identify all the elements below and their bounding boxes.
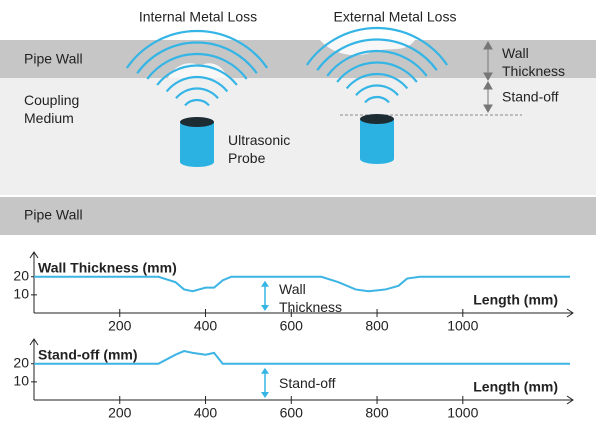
annotation: Wall Thickness — [279, 281, 343, 315]
axis-arrow — [566, 395, 574, 405]
dimension-label: Stand-off — [502, 89, 559, 105]
layer-label: Coupling Medium — [24, 92, 80, 126]
coupling-medium — [0, 78, 596, 195]
wave-arc — [355, 84, 399, 97]
heading: Internal Metal Loss — [139, 9, 257, 25]
layer-label: Pipe Wall — [24, 207, 83, 223]
wave-arc — [136, 41, 258, 74]
wave-arc — [184, 98, 210, 107]
y-tick-label: 10 — [13, 373, 29, 389]
chart-title: Stand-off (mm) — [38, 347, 138, 363]
x-tick-label: 400 — [194, 318, 218, 334]
wave-arc — [156, 64, 238, 86]
probe-body — [360, 119, 394, 164]
wave-arc — [165, 75, 229, 93]
probe-top — [360, 114, 394, 124]
external-loss — [320, 40, 415, 56]
x-axis-label: Length (mm) — [473, 292, 558, 308]
x-tick-label: 800 — [365, 405, 389, 421]
axis-arrow — [29, 338, 39, 346]
x-tick-label: 200 — [108, 405, 132, 421]
probe-body — [180, 122, 214, 167]
wave-arc — [326, 49, 428, 77]
wave-arc — [175, 87, 219, 100]
x-tick-label: 600 — [280, 405, 304, 421]
x-tick-label: 200 — [108, 318, 132, 334]
axis-arrow — [566, 308, 574, 318]
dimension-arrows — [483, 40, 493, 114]
wave-arc — [146, 52, 248, 80]
wave-arc — [336, 61, 418, 83]
y-tick-label: 20 — [13, 354, 29, 370]
heading: External Metal Loss — [334, 9, 457, 25]
y-tick-label: 20 — [13, 267, 29, 283]
axis-arrow — [29, 251, 39, 259]
x-tick-label: 800 — [365, 318, 389, 334]
data-line — [34, 350, 570, 365]
dimension-label: Wall Thickness — [502, 45, 566, 79]
data-line — [34, 275, 570, 293]
x-tick-label: 1000 — [447, 318, 478, 334]
wave-arc — [125, 29, 269, 69]
probe-label: Ultrasonic Probe — [228, 132, 291, 166]
wave-arc — [316, 38, 438, 71]
x-tick-label: 600 — [280, 318, 304, 334]
probe-top — [180, 117, 214, 127]
wave-arc — [345, 72, 409, 90]
wave-arc — [305, 26, 449, 66]
chart-title: Wall Thickness (mm) — [38, 260, 177, 276]
pipe-wall-top — [0, 40, 596, 78]
annotation: Stand-off — [279, 375, 336, 391]
x-axis-label: Length (mm) — [473, 379, 558, 395]
x-tick-label: 400 — [194, 405, 218, 421]
pipe-wall-bottom — [0, 197, 596, 235]
y-tick-label: 10 — [13, 286, 29, 302]
wave-arc — [364, 95, 390, 104]
x-tick-label: 1000 — [447, 405, 478, 421]
layer-label: Pipe Wall — [24, 51, 83, 67]
